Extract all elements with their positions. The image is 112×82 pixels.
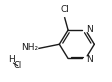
Text: H: H	[8, 55, 15, 64]
Text: Cl: Cl	[13, 61, 22, 70]
Text: N: N	[85, 25, 92, 34]
Text: Cl: Cl	[60, 5, 69, 15]
Text: NH₂: NH₂	[20, 43, 38, 52]
Text: N: N	[85, 55, 92, 64]
